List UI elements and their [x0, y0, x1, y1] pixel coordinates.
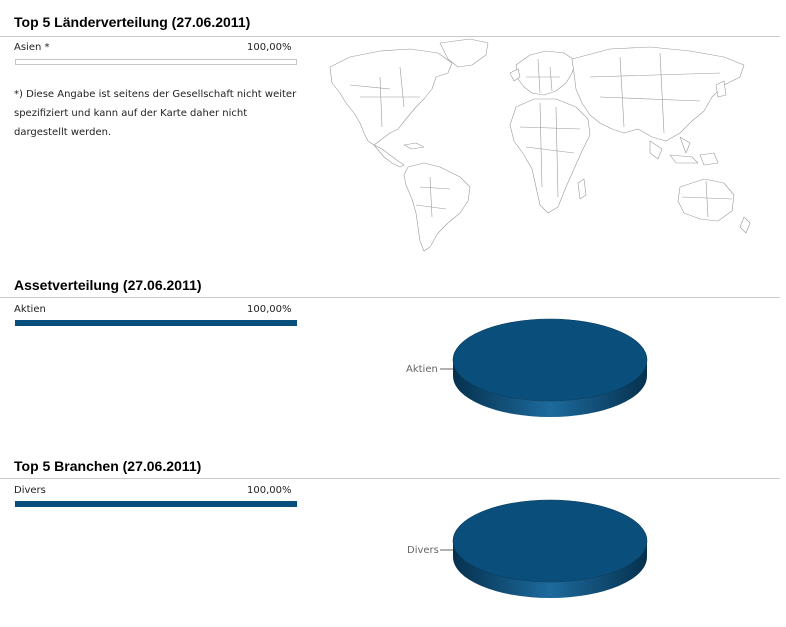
map-asia [571, 46, 745, 142]
sector-section-title: Top 5 Branchen (27.06.2011) [14, 458, 202, 474]
pie-slice-divers-side [453, 541, 647, 598]
pie-slice-divers [452, 499, 648, 598]
asset-pie-label: Aktien [406, 364, 438, 375]
asset-section-rule [0, 297, 780, 298]
country-section-rule [0, 36, 780, 37]
world-map [329, 38, 751, 252]
sector-pie-label: Divers [407, 545, 439, 556]
map-central-america [373, 144, 405, 168]
map-europe [515, 50, 577, 96]
pie-slice-aktien [452, 318, 648, 417]
asset-pie-chart [440, 318, 648, 417]
sector-row-bar-fill [16, 502, 296, 506]
pie-slice-divers-top [452, 499, 648, 583]
country-row-label: Asien * [14, 42, 50, 53]
sector-pie-chart [440, 499, 648, 598]
map-south-america [403, 162, 471, 252]
asset-row-bar-fill [16, 321, 296, 325]
sector-row-bar [15, 501, 297, 507]
sector-section-rule [0, 478, 780, 479]
map-greenland [439, 38, 489, 68]
pie-slice-aktien-side [453, 360, 647, 417]
sector-row-label: Divers [14, 485, 46, 496]
asset-row-bar [15, 320, 297, 326]
map-africa [509, 98, 591, 214]
country-section-title: Top 5 Länderverteilung (27.06.2011) [14, 14, 251, 30]
asset-section-title: Assetverteilung (27.06.2011) [14, 277, 202, 293]
country-row-bar [15, 59, 297, 65]
asset-row-value: 100,00% [247, 304, 292, 315]
country-row-value: 100,00% [247, 42, 292, 53]
map-australia [677, 178, 735, 222]
pie-slice-aktien-top [452, 318, 648, 402]
sector-row-value: 100,00% [247, 485, 292, 496]
asset-row-label: Aktien [14, 304, 46, 315]
country-footnote: *) Diese Angabe ist seitens der Gesellsc… [14, 89, 297, 138]
